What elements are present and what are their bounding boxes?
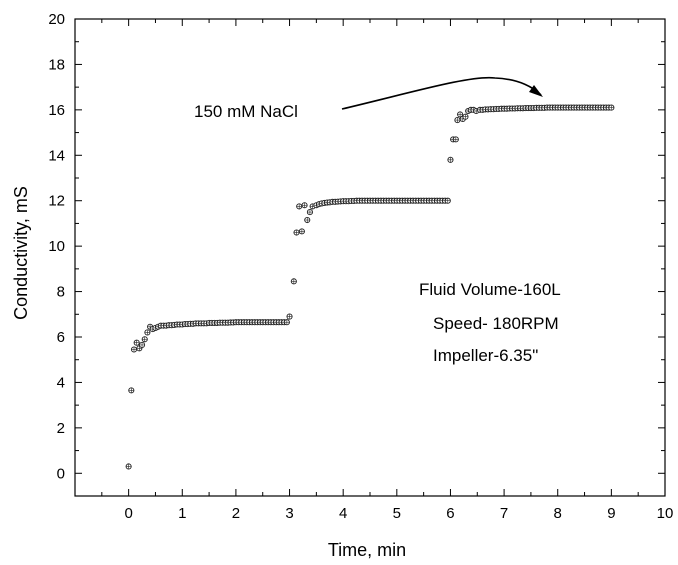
- data-point: [133, 339, 140, 346]
- y-tick-label: 2: [57, 420, 65, 437]
- data-point: [301, 202, 308, 209]
- y-tick-label: 8: [57, 284, 65, 301]
- y-tick-label: 18: [48, 56, 65, 73]
- x-tick-label: 3: [285, 505, 293, 522]
- plot-frame: [74, 18, 666, 497]
- x-tick-label: 10: [657, 505, 674, 522]
- data-point: [293, 229, 300, 236]
- data-point: [138, 341, 146, 349]
- y-tick-label: 12: [48, 193, 65, 210]
- data-point: [444, 197, 451, 204]
- data-point: [452, 136, 459, 143]
- data-point: [462, 113, 469, 120]
- y-tick-label: 0: [57, 465, 65, 482]
- y-tick-label: 4: [57, 374, 65, 391]
- data-point: [608, 104, 615, 111]
- data-point: [290, 278, 297, 285]
- x-axis-title: Time, min: [328, 540, 406, 560]
- x-tick-label: 7: [500, 505, 508, 522]
- data-point: [454, 117, 461, 124]
- y-axis-title: Conductivity, mS: [11, 186, 31, 320]
- data-point: [144, 329, 151, 336]
- annotation-fluid-volume: Fluid Volume-160L: [419, 280, 561, 299]
- x-tick-label: 1: [178, 505, 186, 522]
- x-tick-label: 6: [446, 505, 454, 522]
- x-tick-label: 8: [554, 505, 562, 522]
- annotation-arrowhead: [529, 85, 543, 97]
- data-point: [125, 463, 132, 470]
- x-axis-ticks: 0 1 2 3 4 5 6 7 8 9 10: [101, 19, 674, 522]
- x-tick-label: 9: [607, 505, 615, 522]
- x-tick-label: 4: [339, 505, 347, 522]
- x-tick-label: 5: [393, 505, 401, 522]
- data-point: [457, 111, 464, 118]
- annotation-impeller: Impeller-6.35": [433, 346, 538, 365]
- y-tick-label: 6: [57, 329, 65, 346]
- y-tick-label: 20: [48, 11, 65, 28]
- annotation-nacl: 150 mM NaCl: [194, 102, 298, 121]
- y-tick-label: 10: [48, 238, 65, 255]
- y-axis-ticks: 0 2 4 6 8 10 12 14 16 18 20: [48, 11, 665, 482]
- data-point: [447, 156, 454, 163]
- annotation-speed: Speed- 180RPM: [433, 314, 559, 333]
- x-tick-label: 2: [232, 505, 240, 522]
- data-point: [141, 336, 148, 343]
- data-point: [286, 313, 293, 320]
- x-tick-label: 0: [124, 505, 132, 522]
- annotation-arrow: [341, 76, 542, 110]
- data-point: [306, 209, 313, 216]
- data-point: [283, 319, 290, 326]
- y-tick-label: 14: [48, 147, 65, 164]
- data-point: [296, 203, 303, 210]
- data-point: [130, 346, 138, 353]
- data-points: [125, 104, 615, 470]
- data-point: [298, 228, 305, 235]
- data-point: [128, 387, 135, 394]
- data-point: [304, 216, 311, 224]
- y-tick-label: 16: [48, 102, 65, 119]
